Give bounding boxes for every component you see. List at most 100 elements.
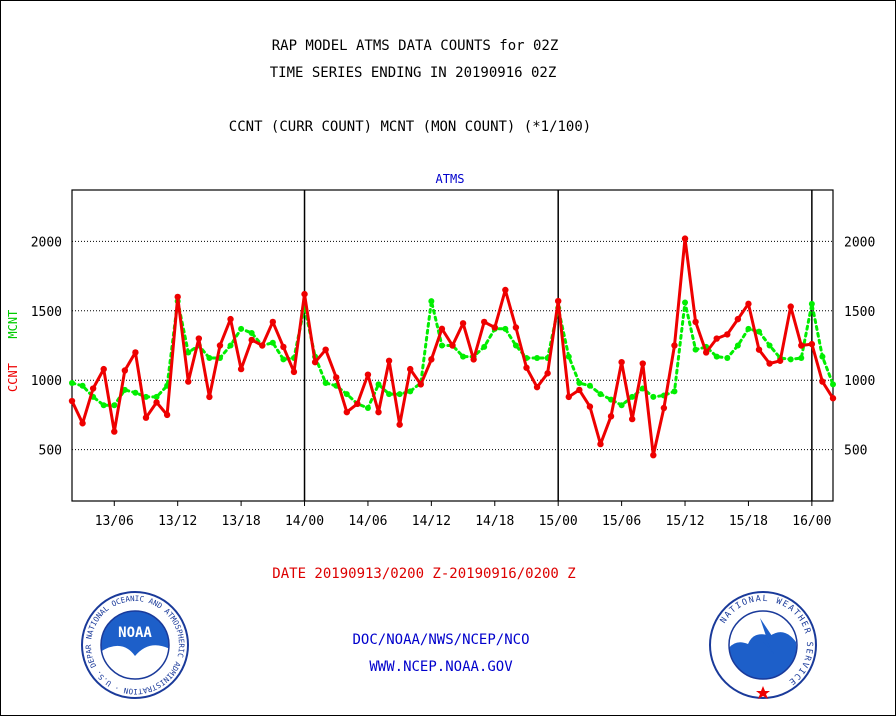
data-point-ccnt	[481, 318, 488, 326]
date-range-label: DATE 20190913/0200 Z-20190916/0200 Z	[272, 566, 576, 582]
data-point-mcnt	[364, 404, 371, 411]
data-point-ccnt	[745, 300, 752, 308]
data-point-ccnt	[216, 342, 224, 349]
data-point-ccnt	[438, 325, 446, 333]
data-point-mcnt	[79, 382, 86, 389]
data-point-mcnt	[734, 342, 741, 349]
data-point-ccnt	[650, 451, 657, 459]
data-point-ccnt	[248, 336, 255, 344]
y-tick-label-right: 500	[844, 444, 867, 459]
data-point-ccnt	[787, 303, 794, 310]
data-point-ccnt	[449, 342, 456, 349]
data-point-ccnt	[755, 346, 763, 353]
x-tick-label: 16/00	[792, 514, 831, 529]
data-point-mcnt	[819, 353, 826, 360]
data-point-mcnt	[671, 388, 678, 395]
x-tick-label: 15/18	[729, 514, 768, 529]
data-point-ccnt	[533, 383, 541, 391]
data-point-ccnt	[776, 357, 784, 364]
data-point-ccnt	[407, 365, 414, 373]
data-point-ccnt	[660, 404, 668, 412]
nws-logo: NATIONAL WEATHER SERVICE	[709, 591, 817, 699]
data-point-ccnt	[766, 360, 773, 367]
data-point-mcnt	[438, 342, 445, 349]
data-point-ccnt	[639, 360, 646, 367]
data-point-ccnt	[586, 403, 594, 410]
data-point-ccnt	[79, 420, 86, 427]
chart-title-line1: RAP MODEL ATMS DATA COUNTS for 02Z	[271, 38, 559, 54]
data-point-mcnt	[766, 342, 773, 349]
org-label: DOC/NOAA/NWS/NCEP/NCO	[352, 632, 530, 648]
data-point-ccnt	[576, 386, 583, 394]
data-point-ccnt	[237, 365, 245, 373]
data-point-ccnt	[354, 400, 361, 408]
data-point-mcnt	[396, 391, 403, 398]
data-point-mcnt	[692, 346, 699, 353]
data-point-ccnt	[385, 357, 393, 364]
data-point-ccnt	[544, 370, 551, 377]
data-point-ccnt	[290, 368, 298, 376]
data-point-ccnt	[523, 364, 530, 371]
data-point-mcnt	[629, 393, 636, 400]
data-point-ccnt	[174, 293, 181, 301]
data-point-mcnt	[100, 402, 107, 409]
x-tick-label: 13/18	[222, 514, 261, 529]
noaa-logo-text: NOAA	[118, 625, 152, 641]
x-tick-label: 13/06	[95, 514, 134, 529]
x-tick-label: 14/12	[412, 514, 451, 529]
data-point-ccnt	[512, 324, 520, 331]
x-tick-label: 15/06	[602, 514, 641, 529]
data-point-ccnt	[280, 343, 287, 351]
data-point-ccnt	[798, 342, 805, 349]
data-point-mcnt	[682, 299, 689, 306]
data-point-ccnt	[808, 340, 816, 348]
data-point-ccnt	[333, 374, 340, 381]
data-point-ccnt	[681, 235, 689, 242]
x-tick-label: 14/18	[475, 514, 514, 529]
data-point-mcnt	[565, 353, 572, 360]
data-point-mcnt	[713, 353, 720, 360]
x-tick-label: 14/06	[348, 514, 387, 529]
data-point-ccnt	[132, 349, 139, 356]
data-point-ccnt	[89, 385, 97, 392]
data-point-ccnt	[227, 315, 234, 323]
data-point-ccnt	[470, 356, 477, 363]
data-point-mcnt	[185, 349, 192, 356]
plot-title: ATMS	[435, 172, 465, 186]
data-point-ccnt	[713, 335, 720, 342]
data-point-ccnt	[819, 378, 826, 385]
data-point-ccnt	[459, 320, 467, 327]
data-point-ccnt	[100, 365, 107, 373]
data-point-ccnt	[607, 413, 615, 420]
data-point-ccnt	[417, 381, 424, 388]
data-point-ccnt	[153, 399, 160, 406]
data-point-ccnt	[121, 367, 129, 374]
data-point-mcnt	[618, 402, 625, 409]
data-point-mcnt	[586, 382, 593, 389]
data-point-mcnt	[830, 381, 836, 388]
noaa-logo: NATIONAL OCEANIC AND ATMOSPHERIC ADMINIS…	[80, 590, 189, 699]
data-point-ccnt	[311, 358, 319, 366]
data-point-mcnt	[132, 389, 139, 396]
data-point-mcnt	[597, 391, 604, 398]
data-point-mcnt	[808, 300, 815, 307]
data-point-ccnt	[142, 414, 150, 421]
data-point-mcnt	[248, 330, 255, 337]
y-tick-label-left: 1500	[31, 305, 62, 320]
data-point-mcnt	[428, 298, 435, 305]
data-point-ccnt	[375, 408, 382, 416]
data-point-ccnt	[185, 378, 192, 385]
data-point-ccnt	[597, 440, 604, 448]
data-point-mcnt	[745, 325, 752, 332]
data-point-mcnt	[227, 342, 234, 349]
data-point-ccnt	[269, 318, 277, 326]
data-point-mcnt	[650, 393, 657, 400]
data-point-mcnt	[787, 356, 794, 363]
data-point-ccnt	[692, 318, 699, 326]
data-point-mcnt	[111, 402, 118, 409]
data-point-mcnt	[375, 381, 382, 388]
data-point-ccnt	[259, 342, 266, 349]
plot-border	[71, 189, 834, 502]
data-point-mcnt	[502, 325, 509, 332]
data-point-mcnt	[322, 379, 329, 386]
